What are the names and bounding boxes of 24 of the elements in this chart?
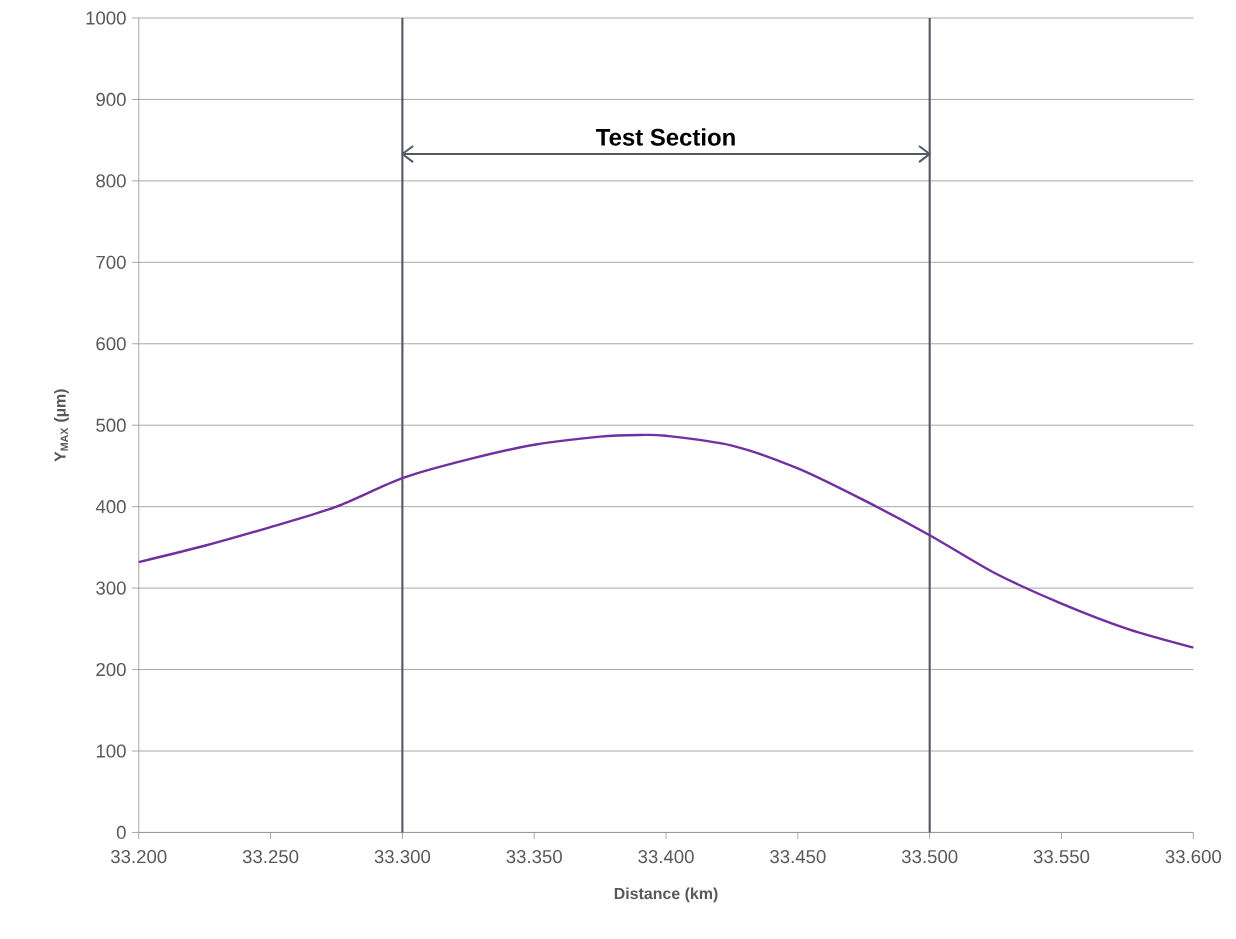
y-tick-label: 300 [96,581,126,595]
y-axis-title: Y$_{MAX}$ (µm) [54,389,69,462]
y-tick-label: 200 [96,662,126,677]
annotation: Test Section [596,128,735,146]
y-tick-label: 800 [96,174,126,188]
x-tick-label: 33.400 [638,849,694,864]
y-tick-label: 600 [96,337,126,351]
x-tick-label: 33.250 [242,849,299,864]
y-tick-label: 0 [116,825,126,839]
x-tick-label: 33.600 [1165,849,1222,864]
y-tick-label: 1000 [86,11,126,25]
x-tick-label: 33.550 [1033,849,1090,864]
line-series [137,433,1195,649]
x-tick-label: 33.300 [374,849,431,864]
y-tick-label: 100 [96,744,126,758]
y-tick-label: 500 [96,418,126,432]
x-tick-label: 33.200 [110,849,167,864]
x-tick-label: 33.500 [901,849,958,864]
y-tick-label: 700 [96,255,126,269]
y-tick-label: 900 [96,92,126,106]
x-tick-label: 33.450 [770,849,826,864]
y-tick-label: 400 [95,499,126,514]
x-tick-label: 33.350 [506,849,562,864]
x-axis-title: Distance (km) [614,887,718,903]
